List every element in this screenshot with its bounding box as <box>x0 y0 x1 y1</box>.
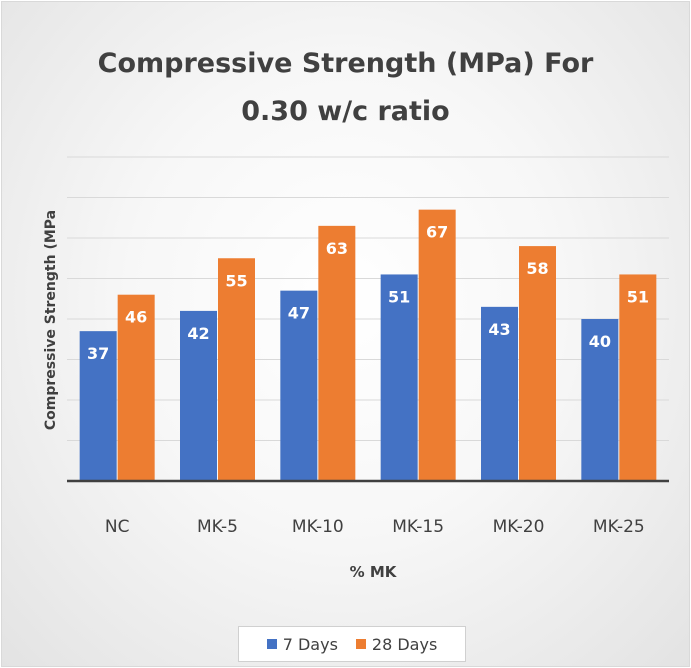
bar-7-days-mk-20 <box>481 306 518 481</box>
bar-28-days-mk-20 <box>519 246 556 481</box>
x-axis-title: % MK <box>350 563 398 581</box>
gridlines <box>67 156 669 441</box>
data-label: 42 <box>187 324 209 343</box>
x-tick-label: MK-25 <box>593 517 645 537</box>
y-axis-title: Compressive Strength (MPa <box>43 210 59 430</box>
legend-label: 7 Days <box>282 634 338 654</box>
x-tick-labels: NC MK-5 MK-10 MK-15 MK-20 MK-25 <box>105 517 645 537</box>
data-label: 46 <box>125 308 147 327</box>
data-label: 37 <box>87 344 109 363</box>
x-tick-label: MK-15 <box>392 517 444 537</box>
bar-28-days-mk-15 <box>418 209 456 481</box>
data-label: 43 <box>488 320 510 339</box>
legend-item: 7 Days <box>266 634 338 654</box>
chart-title-line-2: 0.30 w/c ratio <box>241 96 450 127</box>
x-tick-label: MK-10 <box>292 517 344 537</box>
legend: 7 Days 28 Days <box>238 626 466 662</box>
bar-7-days-mk-10 <box>280 290 318 481</box>
data-label: 67 <box>426 223 448 242</box>
data-label: 58 <box>526 259 548 278</box>
bar-28-days-mk-10 <box>318 225 356 481</box>
data-label: 55 <box>225 271 247 290</box>
data-label: 63 <box>326 239 348 258</box>
bar-7-days-mk-5 <box>180 310 217 481</box>
legend-swatch <box>355 639 366 649</box>
bar-7-days-nc <box>79 331 117 481</box>
legend-swatch <box>266 639 277 649</box>
data-labels: 37 46 42 55 47 63 51 67 43 58 40 51 <box>87 223 649 364</box>
chart-title: Compressive Strength (MPa) For 0.30 w/c … <box>2 40 689 136</box>
data-label: 47 <box>288 304 310 323</box>
bars <box>79 209 657 481</box>
data-label: 40 <box>589 332 611 351</box>
x-tick-label: NC <box>105 517 130 537</box>
x-tick-label: MK-5 <box>197 517 238 537</box>
bar-28-days-nc <box>117 294 155 481</box>
x-tick-label: MK-20 <box>493 517 545 537</box>
bar-28-days-mk-5 <box>218 258 255 481</box>
data-label: 51 <box>388 287 410 306</box>
bar-7-days-mk-25 <box>581 319 619 481</box>
bar-7-days-mk-15 <box>380 274 418 481</box>
legend-label: 28 Days <box>371 634 438 654</box>
bar-28-days-mk-25 <box>619 274 657 481</box>
data-label: 51 <box>627 287 649 306</box>
legend-item: 28 Days <box>355 634 438 654</box>
chart-title-line-1: Compressive Strength (MPa) For <box>97 48 594 79</box>
